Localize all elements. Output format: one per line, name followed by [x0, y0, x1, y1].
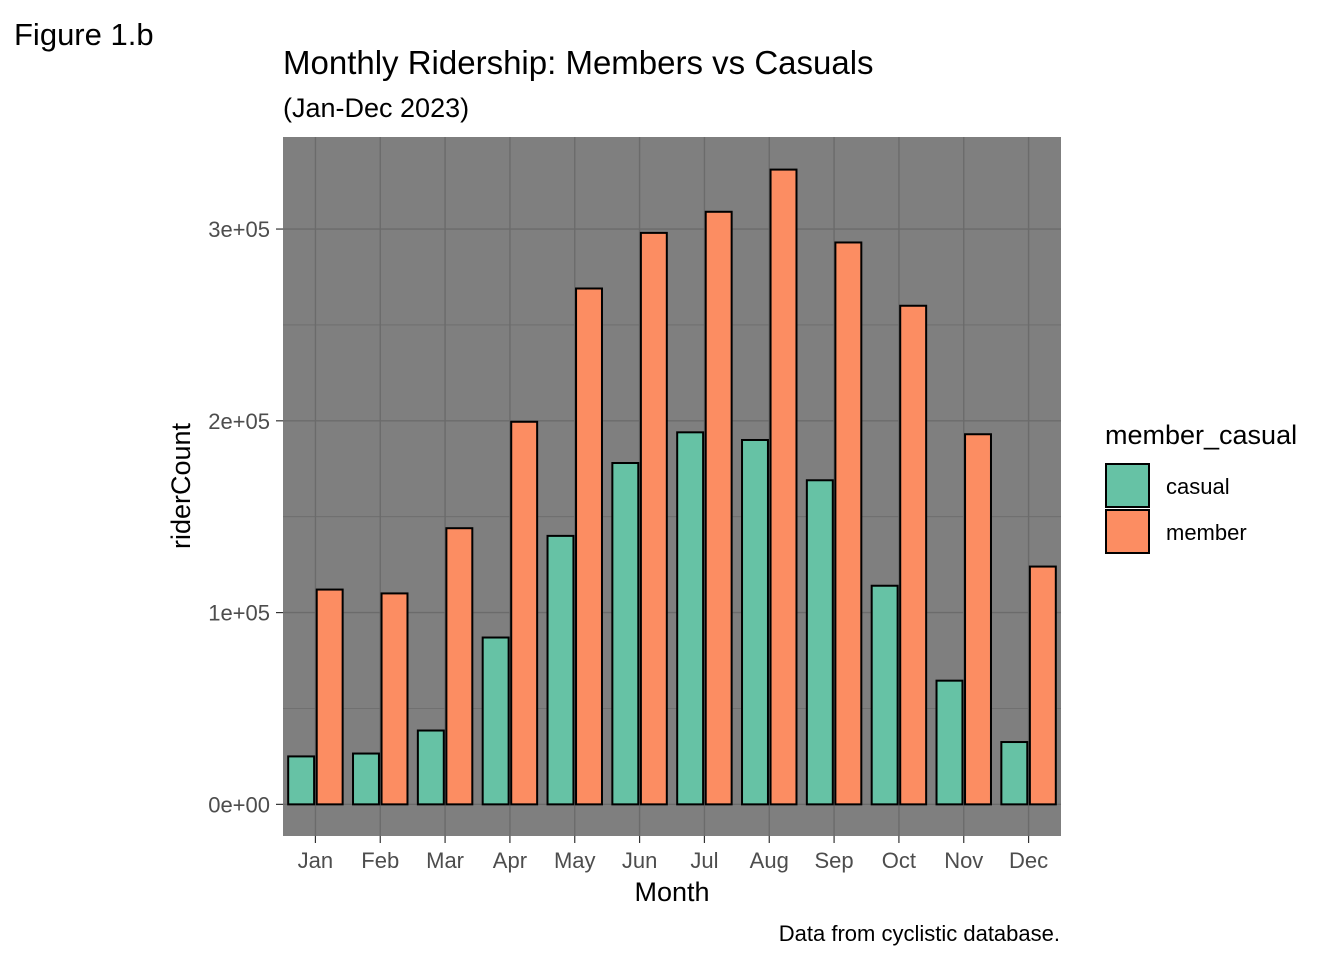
- bar-casual-jan: [287, 755, 316, 806]
- bar-member-jan: [315, 588, 344, 806]
- legend-key-member: [1105, 509, 1150, 554]
- bar-member-dec: [1028, 565, 1057, 806]
- x-axis: Jan Feb Mar Apr May Jun Jul Aug Sep Oct Nov Dec: [298, 836, 1048, 873]
- chart-title: Monthly Ridership: Members vs Casuals: [283, 44, 874, 81]
- legend-label-casual: casual: [1166, 474, 1230, 499]
- bar-member-may: [575, 287, 603, 806]
- bar-member-mar: [445, 527, 474, 806]
- x-tick-label: Dec: [1009, 848, 1048, 873]
- bar-casual-feb: [352, 752, 380, 806]
- x-tick-label: Mar: [426, 848, 464, 873]
- legend-label-member: member: [1166, 520, 1247, 545]
- x-tick-label: Nov: [944, 848, 983, 873]
- x-tick-label: Oct: [882, 848, 916, 873]
- bar-member-jul: [704, 210, 733, 806]
- bar-casual-nov: [935, 679, 964, 806]
- bar-casual-oct: [870, 584, 899, 806]
- bar-member-sep: [834, 241, 863, 806]
- y-tick-label: 0e+00: [208, 792, 270, 817]
- bar-casual-sep: [805, 479, 834, 806]
- x-tick-label: Aug: [750, 848, 789, 873]
- legend-title: member_casual: [1105, 420, 1297, 450]
- bars: [287, 168, 1057, 806]
- bar-member-aug: [769, 168, 798, 806]
- x-tick-label: May: [554, 848, 596, 873]
- x-axis-title: Month: [634, 877, 709, 907]
- x-tick-label: Sep: [815, 848, 854, 873]
- x-tick-label: Jan: [298, 848, 333, 873]
- bar-casual-jul: [676, 431, 705, 806]
- bar-member-feb: [380, 592, 409, 806]
- x-tick-label: Jul: [690, 848, 718, 873]
- plot-panel: [283, 137, 1061, 836]
- x-tick-label: Apr: [493, 848, 527, 873]
- bar-casual-aug: [741, 438, 769, 806]
- y-tick-label: 3e+05: [208, 217, 270, 242]
- bar-member-jun: [639, 231, 668, 806]
- y-tick-label: 1e+05: [208, 601, 270, 626]
- y-axis: 0e+00 1e+05 2e+05 3e+05: [208, 217, 283, 817]
- x-tick-label: Feb: [361, 848, 399, 873]
- grid-lines: [283, 137, 1061, 836]
- x-tick-label: Jun: [622, 848, 657, 873]
- bar-casual-mar: [416, 729, 445, 806]
- legend: member_casual casual member: [1105, 420, 1297, 554]
- y-axis-title: riderCount: [166, 422, 196, 549]
- figure-label: Figure 1.b: [14, 17, 154, 52]
- legend-key-casual: [1105, 463, 1150, 508]
- bar-casual-dec: [1000, 741, 1029, 806]
- chart-subtitle: (Jan-Dec 2023): [283, 93, 469, 123]
- bar-casual-may: [546, 534, 575, 806]
- chart-caption: Data from cyclistic database.: [779, 921, 1060, 946]
- bar-casual-jun: [611, 462, 640, 806]
- bar-member-oct: [899, 304, 928, 806]
- bar-member-nov: [964, 433, 992, 806]
- y-tick-label: 2e+05: [208, 409, 270, 434]
- bar-member-apr: [510, 420, 539, 806]
- bar-casual-apr: [481, 636, 510, 806]
